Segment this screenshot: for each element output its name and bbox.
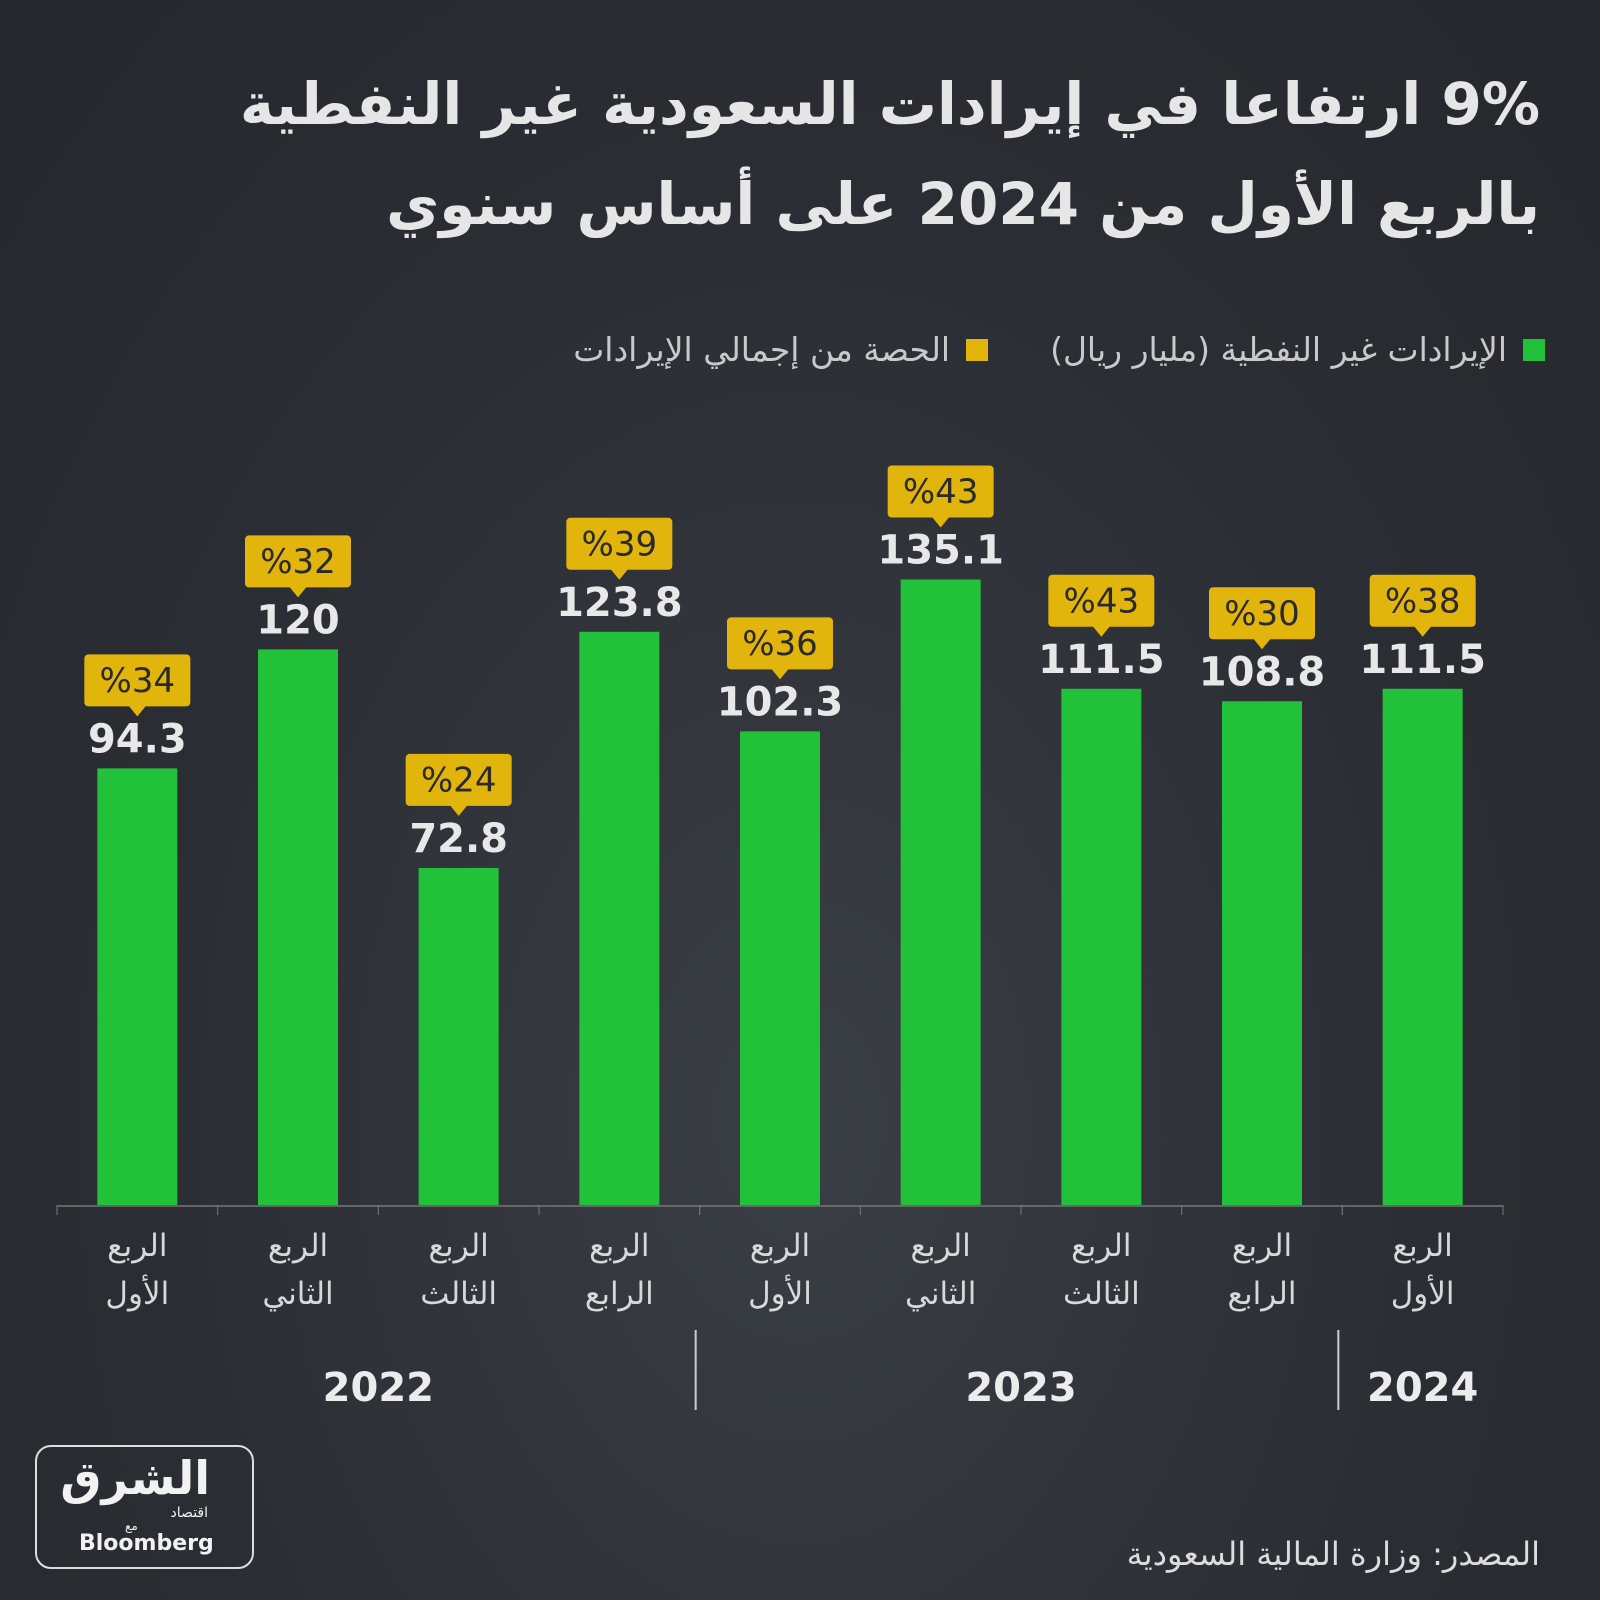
- share-callout: [1209, 587, 1315, 640]
- bar: [418, 867, 499, 1205]
- category-label: الربع الثالث: [420, 1228, 498, 1312]
- value-label: 123.8: [556, 580, 683, 626]
- logo-partner: Bloomberg: [79, 1531, 214, 1556]
- category-label: الربع الرابع: [1227, 1228, 1297, 1312]
- logo-name: الشرق: [60, 1451, 210, 1505]
- share-callout: [405, 753, 512, 806]
- legend-item: الحصة من إجمالي الإيرادات: [573, 330, 989, 369]
- share-label: %43: [903, 472, 979, 512]
- value-label: 120: [256, 597, 340, 643]
- bar: [900, 579, 981, 1205]
- category-label: الربع الرابع: [584, 1228, 654, 1312]
- legend-swatch: [1523, 338, 1545, 361]
- legend-item: الإيرادات غير النفطية (مليار ريال): [1050, 330, 1545, 369]
- bar: [97, 768, 178, 1205]
- legend-swatch: [966, 338, 989, 361]
- value-label: 135.1: [877, 527, 1004, 573]
- category-label: الربع الثاني: [904, 1228, 977, 1312]
- logo-with: مع: [125, 1519, 138, 1533]
- share-label: %43: [1064, 581, 1140, 621]
- legend-label: الحصة من إجمالي الإيرادات: [573, 330, 951, 369]
- callout-pointer: [289, 586, 307, 598]
- chart-title: بالربع الأول من 2024 على أساس سنوي: [386, 170, 1540, 238]
- category-label: الربع الثاني: [262, 1228, 334, 1312]
- callout-pointer: [1253, 638, 1271, 650]
- share-label: %38: [1385, 581, 1461, 621]
- bar: [1382, 688, 1463, 1205]
- bar: [1061, 688, 1142, 1205]
- value-label: 111.5: [1038, 637, 1165, 683]
- bar: [1222, 701, 1302, 1205]
- group-label: 2022: [322, 1365, 434, 1411]
- share-label: %34: [100, 661, 176, 701]
- callout-pointer: [931, 516, 950, 528]
- share-label: %36: [742, 624, 818, 664]
- legend: الإيرادات غير النفطية (مليار ريال) الحصة …: [573, 330, 1545, 369]
- logo: الشرق اقتصاد مع Bloomberg: [35, 1445, 254, 1569]
- share-label: %24: [421, 760, 497, 800]
- share-label: %32: [260, 542, 336, 582]
- callout-pointer: [449, 804, 468, 816]
- callout-pointer: [1092, 625, 1111, 637]
- category-label: الربع الثالث: [1062, 1228, 1140, 1312]
- source: المصدر: وزارة المالية السعودية: [1126, 1535, 1540, 1573]
- share-callout: [727, 617, 833, 670]
- value-label: 111.5: [1359, 637, 1486, 683]
- value-label: 102.3: [717, 679, 844, 725]
- bar: [579, 631, 660, 1205]
- callout-pointer: [610, 568, 629, 580]
- category-label: الربع الأول: [748, 1228, 812, 1312]
- value-label: 108.8: [1199, 649, 1326, 695]
- callout-pointer: [1413, 625, 1432, 637]
- share-callout: [1369, 574, 1476, 627]
- share-callout: [245, 535, 351, 588]
- share-callout: [1048, 574, 1155, 627]
- share-label: %39: [582, 524, 658, 564]
- chart-title: 9% ارتفاعا في إيرادات السعودية غير النفط…: [239, 70, 1540, 138]
- share-label: %30: [1224, 594, 1300, 634]
- callout-pointer: [771, 668, 789, 680]
- category-label: الربع الأول: [1390, 1228, 1455, 1312]
- value-label: 72.8: [409, 816, 508, 862]
- group-label: 2023: [965, 1365, 1077, 1411]
- legend-label: الإيرادات غير النفطية (مليار ريال): [1050, 330, 1507, 369]
- share-callout: [887, 465, 994, 518]
- share-callout: [84, 654, 191, 707]
- bar: [740, 731, 820, 1205]
- category-label: الربع الأول: [105, 1228, 170, 1312]
- value-label: 94.3: [88, 716, 187, 762]
- group-label: 2024: [1366, 1365, 1479, 1411]
- bar: [258, 649, 338, 1205]
- logo-sub: اقتصاد: [170, 1505, 208, 1521]
- share-callout: [566, 517, 673, 570]
- callout-pointer: [128, 705, 147, 717]
